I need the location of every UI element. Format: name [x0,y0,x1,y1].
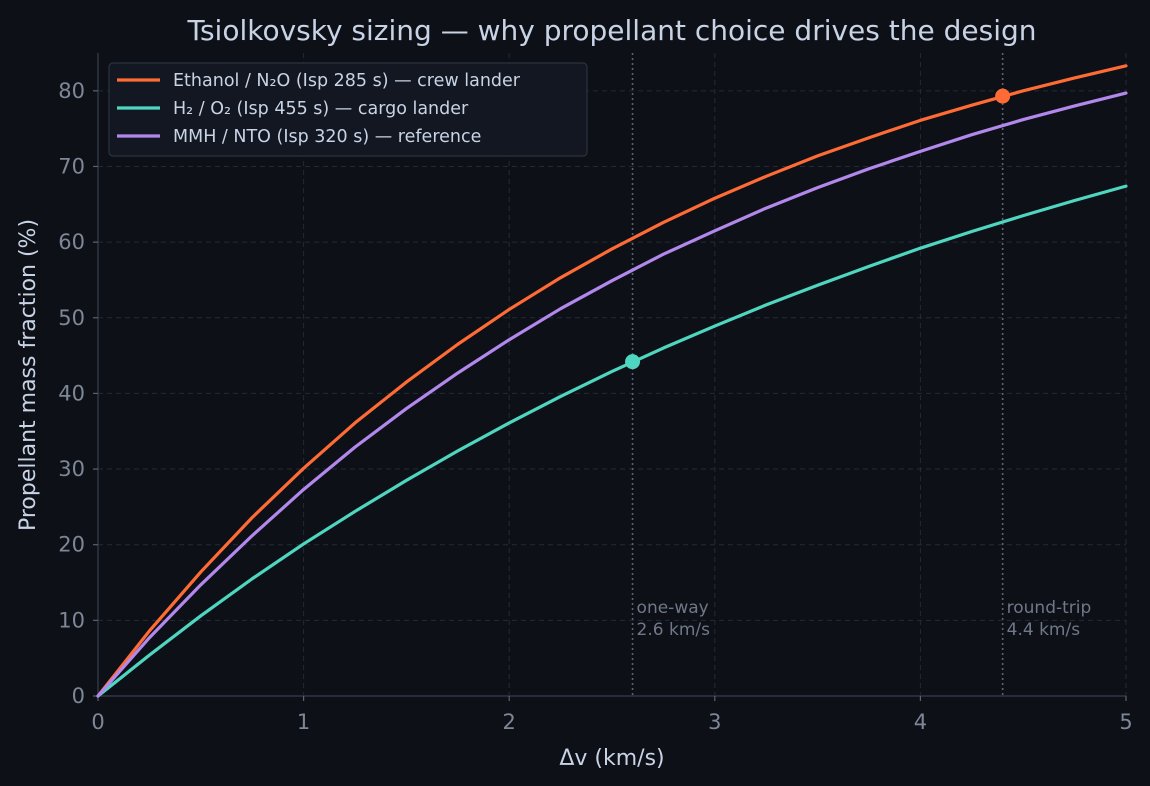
y-tick-label: 70 [58,154,85,178]
y-tick-label: 40 [58,381,85,405]
y-tick-label: 0 [72,684,85,708]
annotation-value: 2.6 km/s [637,620,711,640]
x-axis-label: Δv (km/s) [559,746,664,771]
annotation-value: 4.4 km/s [1007,620,1081,640]
series-lines [96,64,1128,698]
legend-entry: MMH / NTO (Isp 320 s) — reference [173,127,481,147]
highlight-point-0 [995,88,1011,104]
annotation-label: one-way [637,598,709,618]
grid [98,53,1127,696]
y-tick-label: 30 [58,457,85,481]
legend-entry: H₂ / O₂ (Isp 455 s) — cargo lander [173,99,469,119]
y-tick-label: 60 [58,230,85,254]
highlight-point-1 [625,354,641,370]
x-tick-label: 4 [914,710,927,734]
series-line-0 [96,64,1128,698]
x-tick-label: 0 [91,710,104,734]
y-tick-label: 20 [58,533,85,557]
y-tick-label: 50 [58,306,85,330]
x-tick-label: 1 [297,710,310,734]
annotation-label: round-trip [1007,598,1092,618]
series-line-2 [96,91,1128,698]
x-tick-label: 5 [1119,710,1132,734]
x-tick-label: 2 [503,710,516,734]
legend-box [108,62,588,157]
y-tick-label: 10 [58,608,85,632]
y-tick-label: 80 [58,79,85,103]
series-line-1 [96,184,1128,698]
chart-title: Tsiolkovsky sizing — why propellant choi… [186,14,1036,47]
x-tick-label: 3 [708,710,721,734]
legend: Ethanol / N₂O (Isp 285 s) — crew lander H… [108,62,588,157]
legend-entry: Ethanol / N₂O (Isp 285 s) — crew lander [173,71,521,91]
y-axis-label: Propellant mass fraction (%) [16,219,41,531]
